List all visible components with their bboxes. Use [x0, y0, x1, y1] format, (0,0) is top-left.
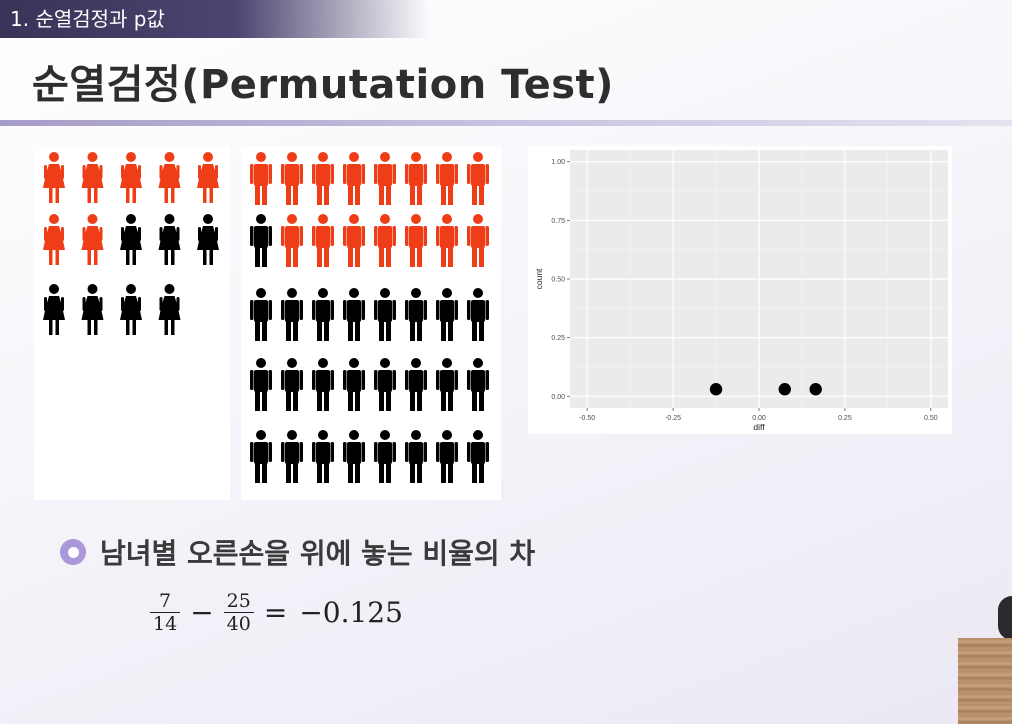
man-figure-icon	[281, 152, 303, 205]
woman-figure-icon	[120, 214, 142, 265]
woman-figure-icon	[197, 152, 219, 203]
bullet-circle-icon	[60, 539, 86, 565]
man-figure-icon	[281, 358, 303, 411]
man-figure-icon	[374, 214, 396, 267]
section-tab-label: 1. 순열검정과 p값	[10, 7, 165, 31]
man-figure-icon	[312, 288, 334, 341]
man-figure-icon	[467, 288, 489, 341]
y-tick-label: 0.50	[551, 277, 565, 284]
presenter-shoulder	[998, 596, 1012, 640]
man-figure-icon	[312, 152, 334, 205]
data-point	[810, 383, 822, 395]
data-point	[779, 383, 791, 395]
woman-figure-icon	[120, 284, 142, 335]
man-figure-icon	[467, 430, 489, 483]
fraction-women: 7 14	[150, 590, 180, 635]
woman-figure-icon	[82, 152, 104, 203]
slide-title: 순열검정(Permutation Test)	[32, 52, 614, 110]
man-figure-icon	[436, 430, 458, 483]
x-tick-label: -0.50	[579, 415, 595, 422]
man-figure-icon	[250, 288, 272, 341]
man-figure-icon	[343, 430, 365, 483]
equals-sign: =	[264, 596, 287, 629]
man-figure-icon	[281, 430, 303, 483]
fraction-men-numerator: 25	[224, 590, 254, 612]
man-figure-icon	[312, 430, 334, 483]
man-figure-icon	[405, 430, 427, 483]
proportion-difference-formula: 7 14 − 25 40 = −0.125	[146, 582, 409, 642]
bullet-text: 남녀별 오른손을 위에 놓는 비율의 차	[100, 532, 535, 572]
men-pictogram-panel	[241, 146, 501, 500]
man-figure-icon	[374, 358, 396, 411]
man-figure-icon	[467, 358, 489, 411]
man-figure-icon	[436, 288, 458, 341]
woman-figure-icon	[43, 152, 65, 203]
x-tick-label: -0.25	[665, 415, 681, 422]
bullet-item: 남녀별 오른손을 위에 놓는 비율의 차	[60, 532, 535, 572]
women-pictogram	[34, 146, 230, 500]
section-tab: 1. 순열검정과 p값	[0, 0, 430, 38]
fraction-men: 25 40	[224, 590, 254, 635]
woman-figure-icon	[82, 284, 104, 335]
formula-result: −0.125	[299, 596, 403, 629]
woman-figure-icon	[43, 214, 65, 265]
man-figure-icon	[467, 214, 489, 267]
man-figure-icon	[374, 430, 396, 483]
man-figure-icon	[250, 214, 272, 267]
man-figure-icon	[343, 214, 365, 267]
man-figure-icon	[250, 430, 272, 483]
man-figure-icon	[312, 214, 334, 267]
man-figure-icon	[250, 152, 272, 205]
data-point	[710, 383, 722, 395]
diff-dot-plot: -0.50 -0.25 0.00 0.25 0.50 0.00 0.25 0.50 0.75 1.…	[528, 146, 952, 434]
women-pictogram-panel	[34, 146, 230, 500]
x-tick-label: 0.25	[838, 415, 852, 422]
woman-figure-icon	[120, 152, 142, 203]
man-figure-icon	[343, 358, 365, 411]
man-figure-icon	[436, 358, 458, 411]
man-figure-icon	[312, 358, 334, 411]
man-figure-icon	[250, 358, 272, 411]
y-tick-label: 0.75	[551, 218, 565, 225]
x-axis-label: diff	[753, 422, 765, 432]
presenter-desk	[958, 638, 1012, 724]
y-axis-label: count	[534, 268, 544, 289]
woman-figure-icon	[159, 284, 181, 335]
fraction-women-denominator: 14	[150, 612, 180, 635]
minus-sign: −	[190, 596, 213, 629]
dot-plot-panel: -0.50 -0.25 0.00 0.25 0.50 0.00 0.25 0.50 0.75 1.…	[528, 146, 952, 434]
woman-figure-icon	[43, 284, 65, 335]
man-figure-icon	[374, 152, 396, 205]
woman-figure-icon	[197, 214, 219, 265]
fraction-women-numerator: 7	[156, 590, 174, 612]
man-figure-icon	[405, 152, 427, 205]
man-figure-icon	[343, 288, 365, 341]
woman-figure-icon	[159, 152, 181, 203]
man-figure-icon	[405, 358, 427, 411]
man-figure-icon	[436, 152, 458, 205]
x-tick-label: 0.00	[752, 415, 766, 422]
men-pictogram	[241, 146, 501, 500]
man-figure-icon	[467, 152, 489, 205]
woman-figure-icon	[82, 214, 104, 265]
y-tick-label: 0.25	[551, 335, 565, 342]
woman-figure-icon	[159, 214, 181, 265]
man-figure-icon	[405, 214, 427, 267]
man-figure-icon	[374, 288, 396, 341]
man-figure-icon	[405, 288, 427, 341]
fraction-men-denominator: 40	[224, 612, 254, 635]
x-tick-label: 0.50	[924, 415, 938, 422]
y-tick-label: 1.00	[551, 159, 565, 166]
title-underline	[0, 120, 1012, 126]
man-figure-icon	[281, 288, 303, 341]
man-figure-icon	[343, 152, 365, 205]
y-tick-label: 0.00	[551, 394, 565, 401]
man-figure-icon	[436, 214, 458, 267]
man-figure-icon	[281, 214, 303, 267]
